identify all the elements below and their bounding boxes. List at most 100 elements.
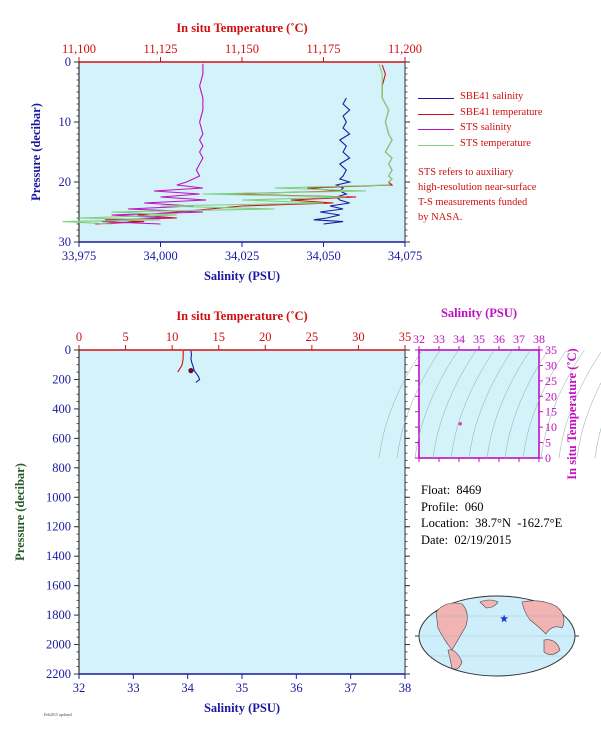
top-tick-label: 35 (399, 330, 412, 344)
top-tick-label: 30 (352, 330, 365, 344)
bottom-tick-label: 36 (290, 681, 303, 695)
plot-area (78, 349, 406, 675)
y-axis-title: Pressure (decibar) (13, 463, 27, 561)
density-contour (594, 427, 601, 459)
footer-tiny-text: Feb2015 updated (44, 712, 72, 717)
ts-y-tick-label: 30 (545, 358, 557, 372)
y-tick-label: 10 (59, 115, 72, 129)
legend-label: SBE41 temperature (460, 106, 543, 118)
ts-y-axis-title: In situ Temperature (˚C) (565, 348, 579, 479)
y-tick-label: 0 (65, 343, 71, 357)
bottom-axis-title: Salinity (PSU) (204, 269, 280, 283)
density-contour (468, 349, 513, 459)
top-axis-title: In situ Temperature (˚C) (176, 309, 307, 323)
float-id: Float: 8469 (421, 483, 482, 497)
density-contour (396, 349, 441, 459)
density-contour (522, 349, 567, 459)
map-land (435, 602, 468, 651)
y-tick-label: 600 (52, 431, 71, 445)
y-tick-label: 30 (59, 235, 72, 249)
ts-x-tick-label: 36 (493, 332, 505, 346)
legend-swatch (418, 113, 454, 115)
profile-number: Profile: 060 (421, 499, 484, 514)
y-tick-label: 1800 (46, 608, 71, 622)
location-map (415, 595, 579, 677)
bottom-tick-label: 32 (73, 681, 86, 695)
y-tick-label: 2000 (46, 638, 71, 652)
ts-top-axis-title: Salinity (PSU) (441, 306, 517, 320)
y-tick-label: 800 (52, 461, 71, 475)
near-surface-panel: 11,100 11,125 11,150 11,175 11,200 33,975 34,0… (29, 21, 422, 283)
top-tick-label: 11,100 (62, 42, 96, 56)
float-info: Float: 8469 Profile: 060 Location: 38.7°… (421, 482, 562, 548)
series-line-sts-temperature (62, 63, 393, 225)
legend-label: STS salinity (460, 122, 512, 133)
top-tick-label: 5 (122, 330, 128, 344)
y-tick-label: 1600 (46, 579, 71, 593)
y-tick-label: 400 (52, 402, 71, 416)
bottom-tick-label: 38 (399, 681, 412, 695)
ts-y-tick-label: 20 (545, 389, 557, 403)
full-profile-panel: 0 5 10 15 20 25 30 35 32 33 34 35 36 37 38 0 200 400 600 80… (13, 309, 411, 715)
location-text: Location: 38.7°N -162.7°E (421, 516, 563, 530)
ts-y-tick-label: 25 (545, 374, 557, 388)
density-contour (504, 349, 549, 459)
legend-swatch (418, 129, 454, 130)
legend-swatch (418, 144, 454, 146)
ts-x-tick-label: 38 (533, 332, 545, 346)
sts-note: STS refers to auxiliary high-resolution … (418, 165, 536, 225)
profile-marker (188, 368, 194, 374)
ts-y-tick-label: 0 (545, 451, 551, 465)
ts-x-tick-label: 37 (513, 332, 525, 346)
map-land (479, 599, 499, 609)
ts-x-tick-label: 35 (473, 332, 485, 346)
ts-point (458, 421, 463, 426)
density-contour (378, 349, 423, 459)
bottom-axis-title: Salinity (PSU) (204, 701, 280, 715)
legend-label: SBE41 salinity (460, 91, 524, 102)
bottom-tick-label: 34,025 (225, 249, 259, 263)
ts-x-tick-label: 33 (433, 332, 445, 346)
y-tick-label: 20 (59, 175, 72, 189)
float-position-star-icon (500, 614, 509, 623)
bottom-tick-label: 34,000 (143, 249, 177, 263)
legend-label: STS temperature (460, 137, 531, 149)
bottom-tick-label: 37 (344, 681, 357, 695)
note-line: high-resolution near-surface (418, 182, 537, 193)
y-tick-label: 0 (65, 55, 71, 69)
y-tick-label: 1000 (46, 490, 71, 504)
bottom-tick-label: 33,975 (62, 249, 96, 263)
top-tick-label: 11,125 (144, 42, 178, 56)
density-contour (540, 349, 585, 459)
density-contour (576, 382, 601, 459)
y-axis-title: Pressure (decibar) (29, 103, 43, 201)
map-land (521, 600, 565, 635)
ts-y-tick-label: 5 (545, 436, 551, 450)
note-line: STS refers to auxiliary (418, 167, 514, 178)
density-contour (432, 349, 477, 459)
ts-x-tick-label: 34 (453, 332, 465, 346)
y-tick-label: 1200 (46, 520, 71, 534)
bottom-tick-label: 34 (181, 681, 194, 695)
ts-plot-area (418, 349, 540, 459)
ts-y-tick-label: 10 (545, 420, 557, 434)
y-tick-label: 2200 (46, 667, 71, 681)
top-tick-label: 10 (166, 330, 179, 344)
ts-x-tick-label: 32 (413, 332, 425, 346)
density-contour (558, 351, 601, 459)
top-tick-label: 0 (76, 330, 82, 344)
map-land (447, 649, 463, 670)
y-tick-label: 200 (52, 372, 71, 386)
date-text: Date: 02/19/2015 (421, 532, 512, 547)
legend-swatch (418, 98, 454, 99)
bottom-tick-label: 34,050 (306, 249, 340, 263)
bottom-tick-label: 35 (236, 681, 249, 695)
top-tick-label: 20 (259, 330, 272, 344)
series-line-temperature (177, 350, 184, 373)
bottom-tick-label: 33 (127, 681, 140, 695)
density-contour (486, 349, 531, 459)
density-contour (414, 349, 459, 459)
y-tick-label: 1400 (46, 549, 71, 563)
